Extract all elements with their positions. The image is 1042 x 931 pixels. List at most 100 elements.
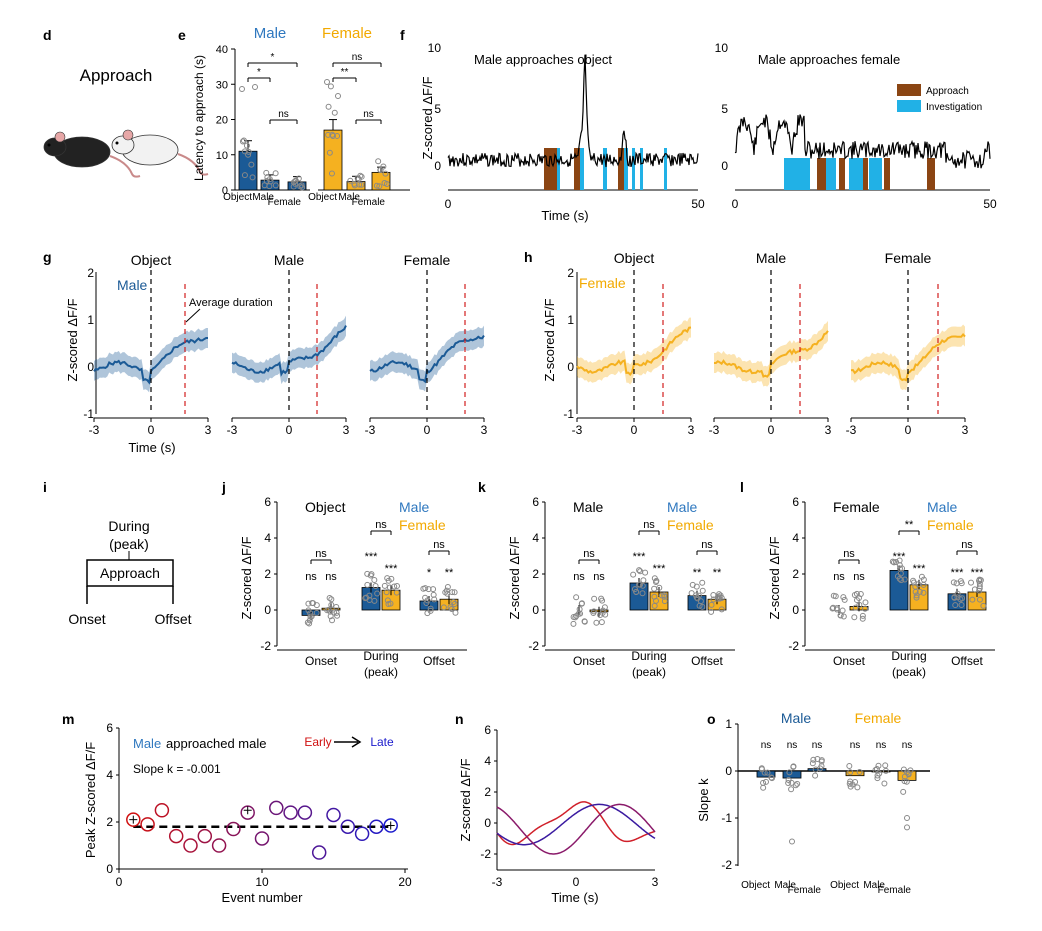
l-point [852,604,859,611]
f-approach-block [839,158,845,190]
f-approach-block [863,158,868,190]
e-point [291,178,298,185]
m-late: Late [370,735,394,749]
e-male-label: Male [254,25,287,42]
m-xtick-label: 10 [255,875,269,889]
k-point [600,607,607,614]
o-point [876,770,883,777]
e-point [267,178,274,185]
k-point [651,585,658,592]
e-category: Female [352,197,386,208]
l-point [834,606,841,613]
e-point [327,83,334,90]
panel-label-k: k [478,479,486,495]
o-point [785,780,792,787]
n-ytick-label: 4 [484,754,491,768]
l-point [976,583,983,590]
e-sig-label: * [257,67,261,78]
n-trace-early [496,801,656,846]
h-ylabel: Z-scored ΔF/F [542,298,557,381]
o-point [768,774,775,781]
k-xcat: During [631,649,666,663]
e-point [325,103,332,110]
o-point [846,762,853,769]
o-category: Male [774,880,796,891]
k-point [578,600,585,607]
e-point [380,163,387,170]
g-ylabel: Z-scored ΔF/F [65,298,80,381]
o-point [882,767,889,774]
o-point [847,769,854,776]
panel-label-m: m [62,711,74,727]
e-point [248,161,255,168]
k-point [642,569,649,576]
approach-title: Approach [80,66,153,85]
f-legend-approach: Approach [926,86,969,97]
o-point [762,778,769,785]
e-point [354,175,361,182]
f-approach-block [927,158,935,190]
o-point [768,775,775,782]
k-point [636,581,643,588]
l-xcat: During [891,649,926,663]
k-point [640,577,647,584]
o-point [789,838,795,845]
j-point [391,583,398,590]
g-tag: Male [117,277,148,293]
j-title: Object [305,499,346,515]
k-point [593,619,600,626]
m-arrow-head [351,736,362,748]
e-point [381,179,388,186]
k-ytick-label: 6 [532,495,539,509]
j-sig-star: ** [445,567,454,579]
j-point [313,602,320,609]
g-ytick-label: 0 [87,360,94,374]
l-point [851,592,858,599]
h-xtick-label: 3 [825,423,832,437]
m-point [326,807,341,823]
j-point [452,609,459,616]
j-point [363,594,370,601]
l-sig-star: *** [913,563,927,575]
j-point [444,583,451,590]
black-mouse [43,131,141,178]
m-point [183,838,198,853]
o-sig-label: ns [812,740,823,751]
l-pair-sig: ns [961,539,973,551]
f-ytick-label: 10 [428,41,442,55]
k-ylabel: Z-scored ΔF/F [507,536,522,619]
l-legend-female: Female [927,517,974,533]
g-annotation-arrow [185,308,201,323]
o-point [788,786,795,793]
n-trace-mid [496,803,656,855]
j-xcat: Onset [305,654,338,668]
l-ylabel: Z-scored ΔF/F [767,536,782,619]
i-peak: (peak) [109,536,149,552]
o-sig-label: ns [902,740,913,751]
m-point [240,805,255,820]
k-point [699,579,706,586]
panel-label-o: o [707,711,716,727]
g-xtick-label: -3 [365,423,376,437]
g-xtick-label: 3 [481,423,488,437]
e-point [272,170,279,177]
panel-label-e: e [178,27,186,43]
f-ylabel: Z-scored ΔF/F [420,76,435,159]
m-ytick-label: 2 [106,815,113,829]
j-legend-male: Male [399,499,430,515]
j-point [334,612,341,619]
k-point [708,601,715,608]
k-point [639,582,646,589]
o-point [764,769,771,776]
o-category: Object [741,880,770,891]
o-point [856,769,863,776]
n-ytick-label: 2 [484,785,491,799]
k-point [689,581,696,588]
o-point [904,815,910,821]
f-investigation-block [798,158,810,190]
m-xtick-label: 20 [398,875,412,889]
m-point [283,805,298,820]
k-point [653,577,660,584]
f-ytick-label: 10 [715,41,729,55]
